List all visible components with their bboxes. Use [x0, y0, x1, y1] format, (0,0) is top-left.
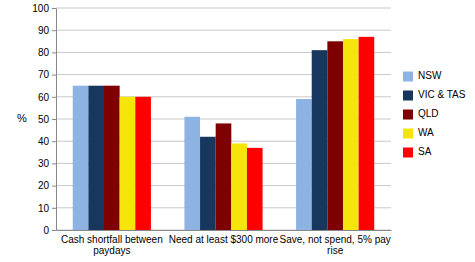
bar — [73, 86, 89, 230]
y-tick-mark — [52, 119, 56, 120]
bar-series — [73, 86, 312, 230]
bar — [359, 37, 375, 230]
bar — [312, 50, 328, 230]
x-tick: Save, not spend, 5% payrise — [280, 230, 391, 256]
y-tick-label: 70 — [38, 69, 50, 80]
y-tick-mark — [52, 52, 56, 53]
x-tick-label: Need at least $300 more — [169, 234, 279, 245]
grid-line — [56, 8, 391, 9]
bar — [104, 86, 120, 230]
y-tick: 60 — [38, 92, 56, 103]
y-tick-label: 20 — [38, 180, 50, 191]
y-tick: 20 — [38, 180, 56, 191]
x-tick-label: Cash shortfall betweenpaydays — [61, 234, 163, 256]
y-tick-mark — [52, 141, 56, 142]
x-tick-label-line: Cash shortfall between — [61, 234, 163, 245]
y-tick-mark — [52, 8, 56, 9]
x-tick-label-line: Need at least $300 more — [169, 234, 279, 245]
bar — [231, 143, 247, 230]
legend-swatch — [403, 129, 413, 139]
bars — [73, 37, 375, 230]
bar — [296, 99, 312, 230]
bar-series — [104, 41, 343, 230]
y-tick: 50 — [38, 114, 56, 125]
y-tick: 30 — [38, 158, 56, 169]
legend-swatch — [403, 91, 413, 101]
y-tick: 100 — [32, 3, 56, 14]
x-tick: Need at least $300 more — [169, 230, 279, 245]
y-tick: 70 — [38, 69, 56, 80]
x-tick: Cash shortfall betweenpaydays — [61, 230, 163, 256]
y-tick-label: 90 — [38, 25, 50, 36]
bar-series — [120, 39, 359, 230]
y-tick-label: 80 — [38, 47, 50, 58]
x-axis: Cash shortfall betweenpaydays Need at lea… — [57, 230, 392, 256]
legend-item: QLD — [403, 108, 439, 119]
x-tick-label-line: rise — [327, 245, 344, 256]
legend-swatch — [403, 110, 413, 120]
grid — [56, 8, 391, 230]
y-tick: 80 — [38, 47, 56, 58]
legend-label: VIC & TAS — [418, 89, 466, 100]
bar-series — [88, 50, 327, 230]
y-axis: 0 10 20 30 40 50 60 70 80 90 100 — [32, 3, 56, 236]
y-tick-label: 10 — [38, 203, 50, 214]
bar — [216, 123, 232, 230]
bar — [200, 137, 216, 230]
legend-swatch — [403, 72, 413, 82]
y-tick-label: 100 — [32, 3, 49, 14]
chart-container: 0 10 20 30 40 50 60 70 80 90 100 Cash shortfall bet… — [0, 0, 475, 262]
bar — [135, 97, 151, 230]
legend-swatch — [403, 148, 413, 158]
bar — [184, 117, 200, 230]
legend-item: WA — [403, 127, 434, 138]
y-tick: 90 — [38, 25, 56, 36]
y-tick-label: 40 — [38, 136, 50, 147]
y-tick: 0 — [43, 225, 56, 236]
y-tick-mark — [52, 208, 56, 209]
bar — [247, 148, 263, 230]
x-tick-label-line: paydays — [93, 245, 130, 256]
legend: NSW VIC & TAS QLD WA SA — [403, 70, 466, 157]
y-tick-label: 30 — [38, 158, 50, 169]
bar — [120, 97, 136, 230]
y-tick-mark — [52, 75, 56, 76]
legend-label: NSW — [418, 70, 442, 81]
plot: 0 10 20 30 40 50 60 70 80 90 100 Cash shortfall bet… — [32, 3, 391, 256]
y-axis-title: % — [17, 112, 27, 124]
y-tick-mark — [52, 97, 56, 98]
legend-item: NSW — [403, 70, 442, 81]
y-tick-mark — [52, 30, 56, 31]
y-axis-line — [56, 9, 57, 231]
y-tick: 10 — [38, 203, 56, 214]
bar — [88, 86, 104, 230]
y-tick-label: 50 — [38, 114, 50, 125]
bar-series — [135, 37, 374, 230]
y-tick-label: 0 — [43, 225, 49, 236]
bar — [327, 41, 343, 230]
y-tick-mark — [52, 163, 56, 164]
legend-label: QLD — [418, 108, 439, 119]
y-tick-label: 60 — [38, 92, 50, 103]
y-tick: 40 — [38, 136, 56, 147]
x-tick-label: Save, not spend, 5% payrise — [280, 234, 391, 256]
x-tick-label-line: Save, not spend, 5% pay — [280, 234, 391, 245]
chart-svg: 0 10 20 30 40 50 60 70 80 90 100 Cash shortfall bet… — [0, 0, 475, 262]
legend-label: WA — [418, 127, 434, 138]
legend-item: SA — [403, 146, 432, 157]
y-tick-mark — [52, 230, 56, 231]
x-axis-line — [57, 230, 392, 231]
grid-line — [56, 30, 391, 31]
legend-label: SA — [418, 146, 432, 157]
bar — [343, 39, 359, 230]
legend-item: VIC & TAS — [403, 89, 466, 100]
y-tick-mark — [52, 186, 56, 187]
